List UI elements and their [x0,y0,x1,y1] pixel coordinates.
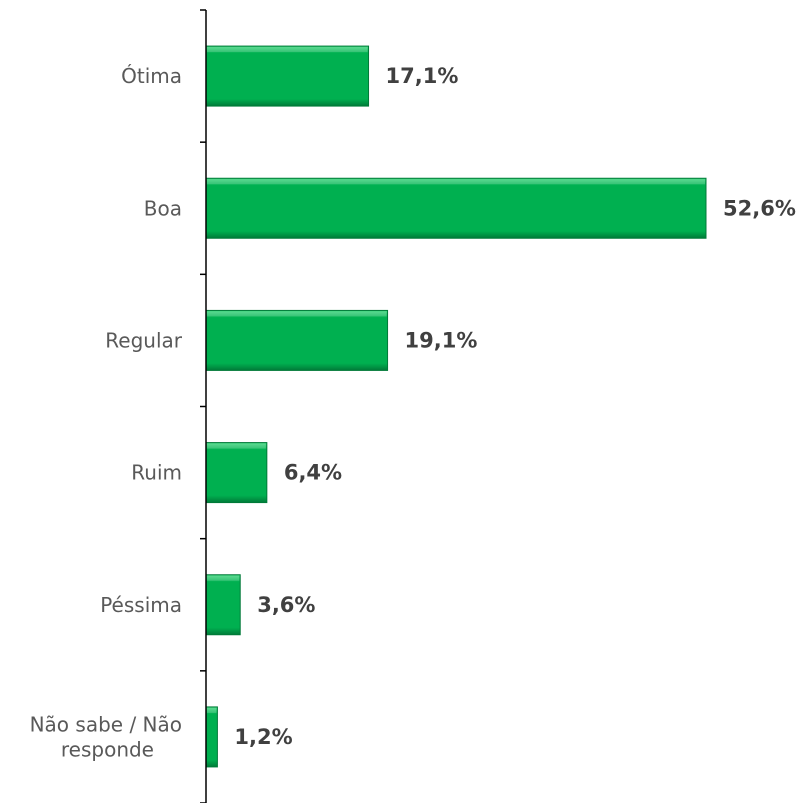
bar-highlight-3 [207,443,266,449]
bar-highlight-2 [207,311,387,317]
bar-0 [205,45,370,107]
category-label-4: Péssima [100,593,182,617]
category-label-1: Boa [144,196,182,220]
bar-3 [205,442,268,504]
bar-4 [205,574,241,636]
value-label-3: 6,4% [284,461,342,485]
bars-layer [205,45,707,768]
bar-highlight-0 [207,47,368,53]
value-label-1: 52,6% [723,196,796,220]
bar-highlight-5 [207,707,217,713]
value-label-2: 19,1% [405,328,478,352]
category-label-3: Ruim [131,461,182,485]
labels-layer: 17,1% Ótima 52,6% Boa 19,1% Regular 6,4% Ruim 3,… [30,64,796,761]
value-label-0: 17,1% [386,64,459,88]
category-label-2: Regular [105,328,182,352]
bar-5 [205,706,218,768]
category-label-0: Ótima [121,64,182,88]
axis-layer [200,9,207,803]
bar-highlight-1 [207,179,705,185]
bar-2 [205,309,389,371]
bar-highlight-4 [207,575,240,581]
value-label-4: 3,6% [257,593,315,617]
category-label-5: Não sabe / Não responde [30,712,182,761]
value-label-5: 1,2% [234,725,292,749]
bar-1 [205,177,707,239]
